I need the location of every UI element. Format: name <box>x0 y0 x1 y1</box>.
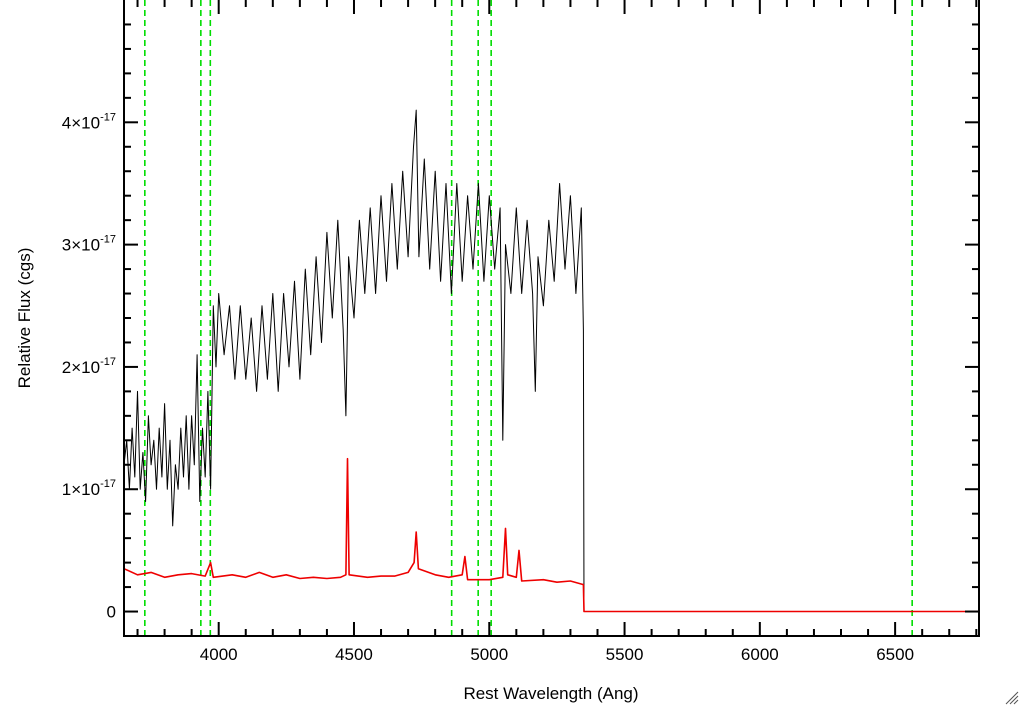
y-tick-label: 1×10-17 <box>62 478 116 499</box>
x-tick-label: 4000 <box>200 645 238 664</box>
x-tick-label: 4500 <box>335 645 373 664</box>
emission-line-markers <box>144 0 913 636</box>
y-tick-label: 3×10-17 <box>62 234 116 255</box>
y-tick-label: 0 <box>107 603 116 622</box>
x-axis-title: Rest Wavelength (Ang) <box>463 684 638 703</box>
axis-ticks <box>124 0 979 637</box>
x-tick-label: 6000 <box>741 645 779 664</box>
y-tick-label: 2×10-17 <box>62 356 116 377</box>
x-tick-label: 5500 <box>606 645 644 664</box>
x-tick-label: 5000 <box>470 645 508 664</box>
y-tick-label: 4×10-17 <box>62 111 116 132</box>
x-tick-label: 6500 <box>876 645 914 664</box>
series-layer <box>123 109 979 613</box>
series-line-0 <box>123 109 979 612</box>
plot-border <box>123 0 980 637</box>
resize-grip-icon <box>1005 691 1019 705</box>
tick-labels: 4000 4500 5000 5500 6000 6500 0 1×10-17 2×10-17 3… <box>62 111 914 664</box>
series-line-1 <box>123 457 979 613</box>
plot-frame <box>123 0 980 637</box>
y-axis-title: Relative Flux (cgs) <box>15 248 34 389</box>
